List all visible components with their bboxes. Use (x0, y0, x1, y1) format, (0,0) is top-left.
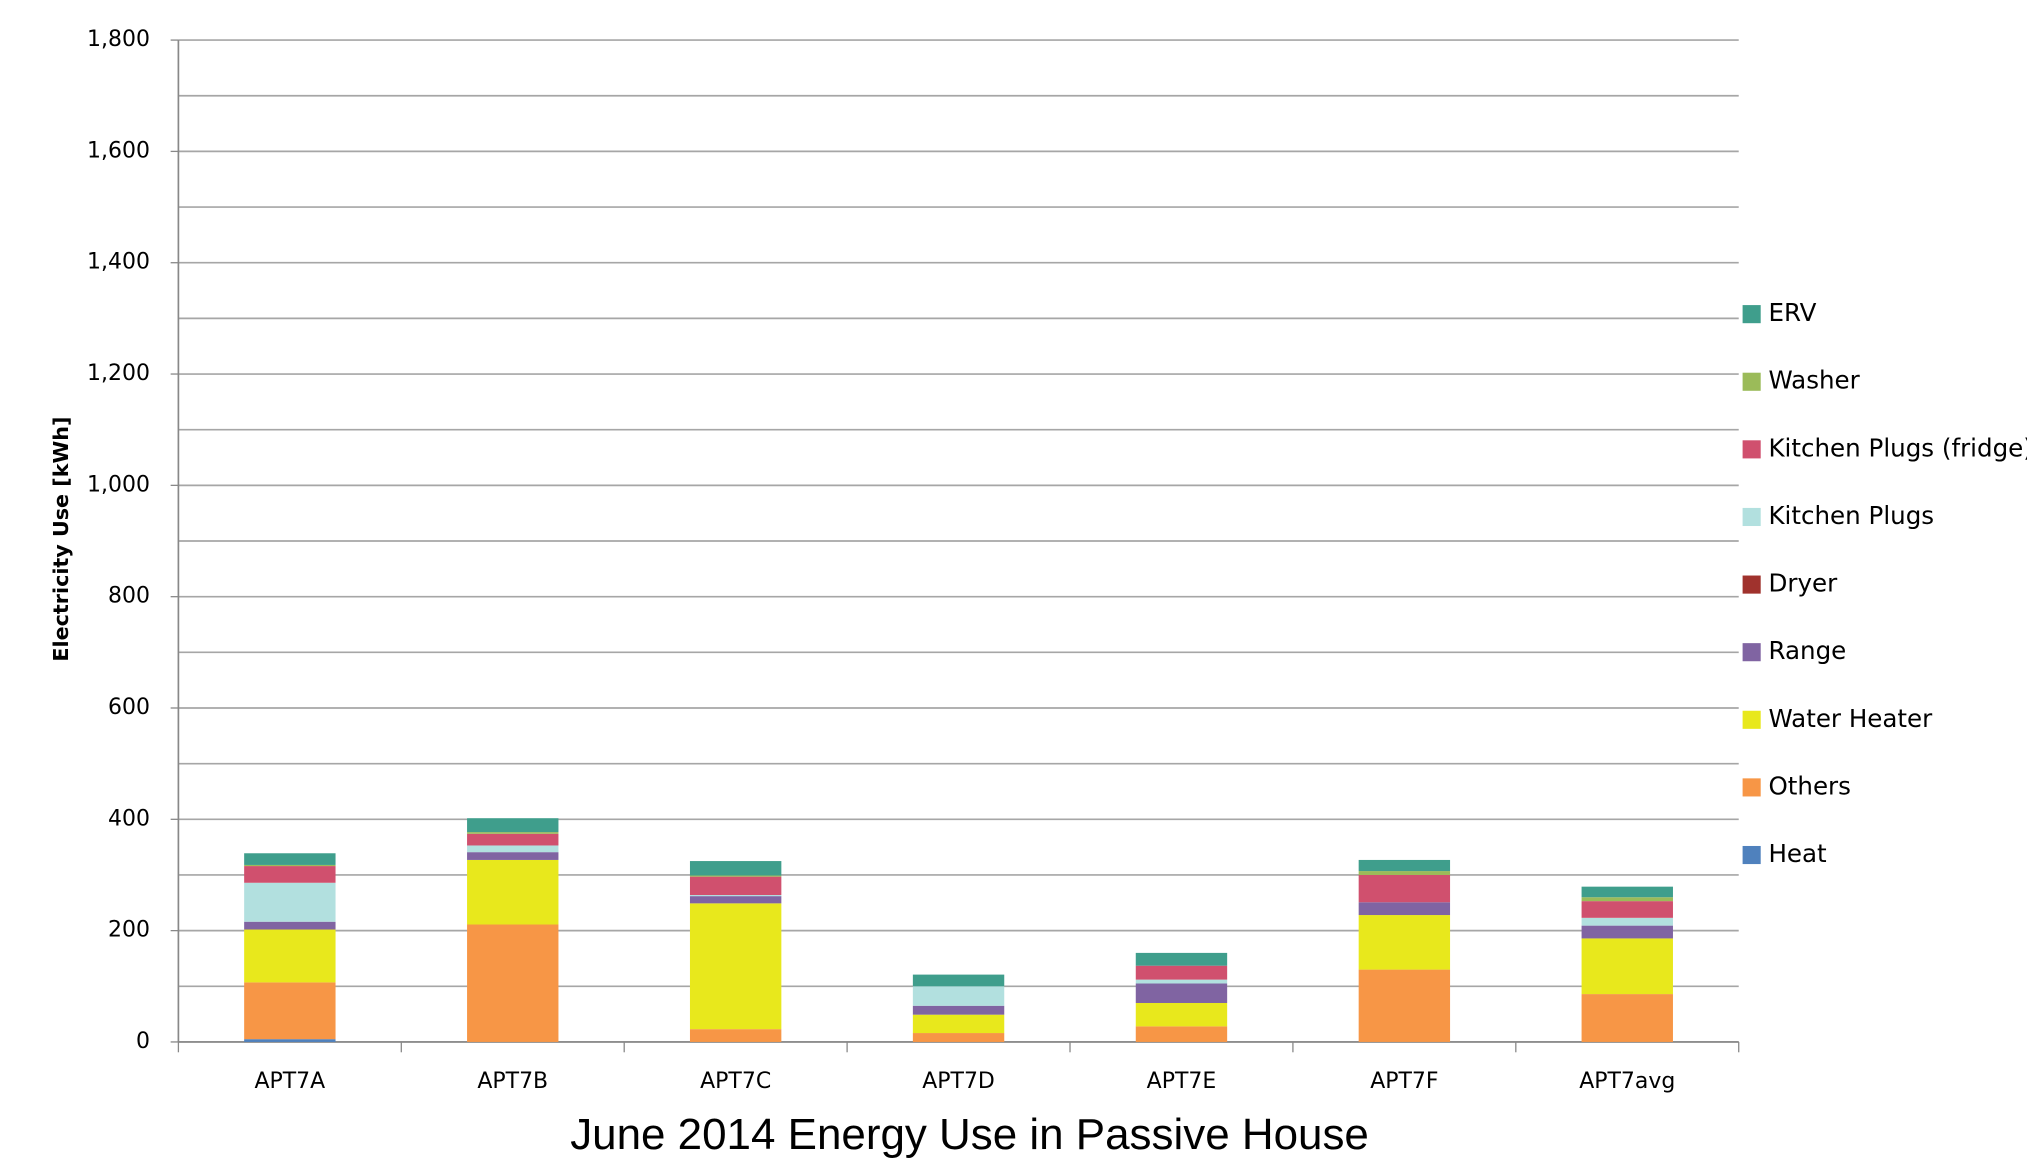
x-tick-label: APT7A (254, 1069, 325, 1094)
bar-segment (467, 845, 559, 853)
bar-segment (1581, 994, 1673, 1042)
y-tick-label: 1,800 (87, 27, 150, 52)
bar-segment (244, 882, 336, 922)
bar-segment (467, 832, 559, 834)
legend-swatch (1742, 710, 1761, 729)
legend-swatch (1742, 778, 1761, 797)
legend-label: Kitchen Plugs (1768, 501, 1934, 530)
bar-segment (689, 1029, 782, 1042)
bar-segment (244, 864, 336, 867)
legend-label: Washer (1768, 366, 1860, 395)
x-tick-label: APT7D (922, 1069, 995, 1094)
legend-swatch (1742, 575, 1761, 594)
bar-segment (244, 1039, 336, 1042)
y-tick-label: 1,000 (87, 472, 150, 497)
bar-segment (1581, 897, 1673, 902)
bar-segment (1358, 859, 1451, 872)
legend-label: Range (1768, 636, 1846, 665)
bar-segment (689, 875, 782, 877)
bar-segment (1581, 886, 1673, 898)
bar-segment (467, 924, 559, 1042)
bar-segment (467, 818, 559, 833)
x-tick-label: APT7B (477, 1069, 548, 1094)
bar-segment (1581, 917, 1673, 926)
bar-segment (1358, 902, 1451, 916)
x-tick-label: APT7avg (1579, 1069, 1675, 1094)
legend-label: Kitchen Plugs (fridge) (1768, 433, 2027, 462)
legend-swatch (1742, 372, 1761, 391)
legend-swatch (1742, 507, 1761, 527)
bar-segment (1581, 938, 1673, 995)
bar-segment (1358, 969, 1451, 1042)
legend-label: Water Heater (1768, 704, 1933, 733)
bar-segment (689, 903, 782, 1030)
bar-segment (912, 1033, 1005, 1042)
x-tick-label: APT7F (1370, 1069, 1438, 1094)
bar-segment (1358, 871, 1451, 875)
legend-swatch (1742, 305, 1761, 324)
y-axis-label: Electricity Use [kWh] (49, 417, 73, 662)
legend-swatch (1742, 845, 1761, 865)
bar-segment (1135, 983, 1228, 1003)
y-tick-label: 400 (108, 806, 150, 831)
y-tick-label: 1,400 (87, 250, 150, 275)
legend-label: Heat (1768, 839, 1827, 868)
legend-label: Others (1768, 771, 1851, 800)
bar-segment (467, 833, 559, 846)
bar-segment (467, 852, 559, 860)
bar-segment (689, 861, 782, 876)
bar-segment (244, 866, 336, 883)
bar-segment (467, 859, 559, 925)
y-tick-label: 200 (108, 918, 150, 943)
bar-segment (912, 1005, 1005, 1015)
x-tick-label: APT7C (700, 1069, 771, 1094)
y-tick-label: 0 (136, 1029, 150, 1054)
bar-segment (1135, 965, 1228, 980)
chart-title: June 2014 Energy Use in Passive House (570, 1110, 1369, 1159)
legend-swatch (1742, 440, 1761, 459)
bar-segment (912, 1014, 1005, 1034)
bar-segment (912, 986, 1005, 1006)
bar-segment (689, 895, 782, 897)
legend-label: Dryer (1768, 569, 1838, 598)
bar-segment (244, 982, 336, 1040)
y-tick-label: 1,600 (87, 138, 150, 163)
bar-segment (244, 921, 336, 930)
bar-segment (244, 929, 336, 983)
bar-segment (912, 974, 1005, 987)
bar-segment (689, 896, 782, 904)
bar-segment (1358, 874, 1451, 903)
bar-segment (1135, 1026, 1228, 1042)
y-tick-label: 600 (108, 695, 150, 720)
y-tick-label: 800 (108, 584, 150, 609)
bar-segment (244, 853, 336, 865)
legend-swatch (1742, 643, 1761, 662)
bar-segment (1135, 979, 1228, 984)
bar-segment (689, 876, 782, 896)
x-tick-label: APT7E (1147, 1069, 1217, 1094)
bar-segment (1358, 915, 1451, 970)
bar-segment (1135, 1002, 1228, 1027)
bar-segment (1135, 952, 1228, 966)
legend-label: ERV (1768, 298, 1816, 327)
bar-segment (1581, 901, 1673, 918)
bar-segment (1581, 925, 1673, 939)
y-tick-label: 1,200 (87, 361, 150, 386)
